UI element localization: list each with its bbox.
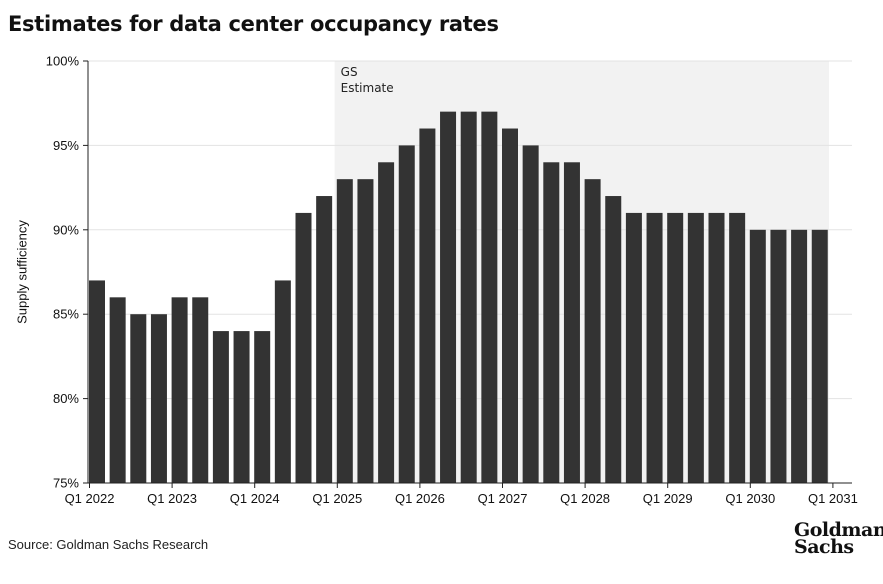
bar — [522, 145, 539, 483]
y-tick-label: 75% — [53, 476, 79, 491]
bar — [440, 111, 457, 483]
bar — [171, 297, 188, 483]
logo-line-2: Sachs — [794, 536, 854, 558]
x-tick-label: Q1 2029 — [643, 491, 693, 506]
logo-line-1: Goldman — [794, 519, 883, 541]
bar — [274, 280, 291, 483]
x-tick-label: Q1 2027 — [478, 491, 528, 506]
bar — [378, 162, 395, 483]
bar — [295, 212, 312, 484]
bar — [192, 297, 209, 483]
y-tick-label: 80% — [53, 391, 79, 406]
bar — [708, 212, 725, 484]
bar — [605, 196, 622, 484]
estimate-label-line-1: GS — [341, 65, 358, 79]
x-tick-label: Q1 2030 — [725, 491, 775, 506]
bar — [584, 179, 601, 483]
x-tick-label: Q1 2022 — [65, 491, 115, 506]
bar — [502, 128, 518, 483]
x-tick-label: Q1 2024 — [230, 491, 280, 506]
bar — [646, 212, 663, 484]
x-tick-label: Q1 2025 — [312, 491, 362, 506]
goldman-sachs-logo: Goldman Sachs — [794, 519, 883, 558]
bar — [89, 280, 105, 483]
bar — [729, 212, 746, 484]
bar — [667, 212, 684, 484]
bar — [625, 212, 642, 484]
bar — [316, 196, 333, 484]
x-tick-label: Q1 2023 — [147, 491, 197, 506]
bar — [398, 145, 415, 483]
bar — [419, 128, 436, 483]
bar — [460, 111, 477, 483]
bar — [233, 331, 250, 483]
y-tick-label: 95% — [53, 138, 79, 153]
bar — [150, 314, 167, 483]
bar — [791, 229, 808, 483]
bar — [687, 212, 704, 484]
bar — [357, 179, 374, 483]
bar — [543, 162, 560, 483]
x-tick-label: Q1 2026 — [395, 491, 445, 506]
estimate-region — [334, 61, 829, 483]
y-tick-label: 85% — [53, 307, 79, 322]
bar — [811, 229, 828, 483]
bar — [254, 331, 271, 483]
bar — [130, 314, 147, 483]
bar — [563, 162, 580, 483]
x-tick-label: Q1 2031 — [808, 491, 858, 506]
source-note: Source: Goldman Sachs Research — [8, 537, 209, 552]
bar — [336, 179, 353, 483]
bar — [109, 297, 126, 483]
bar — [749, 229, 766, 483]
estimate-label-line-2: Estimate — [341, 81, 394, 95]
chart-title: Estimates for data center occupancy rate… — [8, 12, 499, 36]
bar — [212, 331, 229, 483]
y-tick-label: 100% — [46, 54, 80, 69]
x-tick-label: Q1 2028 — [560, 491, 610, 506]
y-tick-label: 90% — [53, 222, 79, 237]
bar — [481, 111, 498, 483]
bar — [770, 229, 787, 483]
